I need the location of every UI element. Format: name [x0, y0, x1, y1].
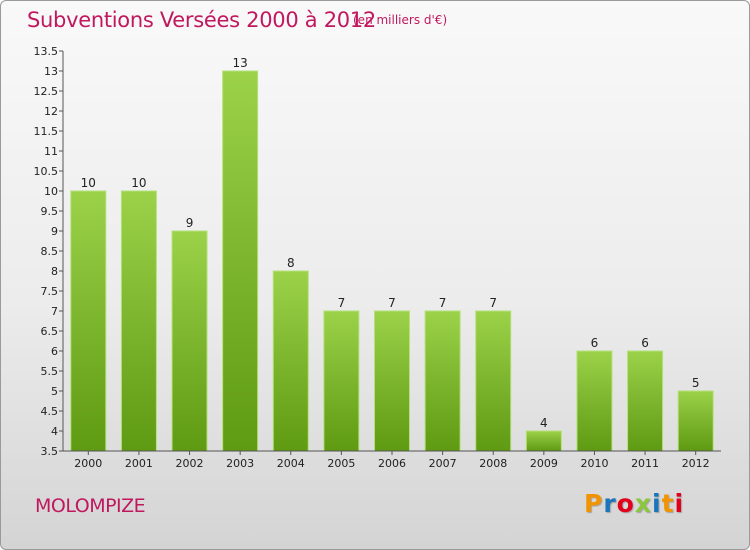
x-tick-label-2009: 2009 [530, 457, 558, 470]
y-tick-label: 7.5 [41, 285, 59, 298]
value-label-2010: 6 [591, 336, 599, 350]
chart-unit-label: (en milliers d'€) [353, 13, 448, 27]
y-tick-label: 10.5 [34, 165, 59, 178]
logo-letter: x [634, 489, 652, 518]
y-tick-label: 12.5 [34, 85, 59, 98]
value-label-2004: 8 [287, 256, 295, 270]
axes-group: 3.5 4 4.5 5 5.5 6 6.5 7 7.5 8 8.5 9 9.5 10 10.5 11 11.5 1… [34, 45, 721, 470]
y-tick-label: 7 [51, 305, 58, 318]
x-tick-label-2006: 2006 [378, 457, 406, 470]
x-tick-label-2004: 2004 [277, 457, 305, 470]
bar-2001[interactable] [120, 190, 157, 452]
y-tick-label: 4 [51, 425, 58, 438]
bar-2004[interactable] [272, 270, 309, 452]
bar-2012[interactable] [677, 390, 714, 452]
value-label-2007: 7 [439, 296, 447, 310]
value-label-2009: 4 [540, 416, 548, 430]
logo-letter: i [674, 489, 685, 518]
bar-2000[interactable] [70, 190, 107, 452]
y-tick-label: 11 [44, 145, 58, 158]
x-tick-label-2008: 2008 [479, 457, 507, 470]
value-label-2005: 7 [338, 296, 346, 310]
y-tick-label: 8.5 [41, 245, 59, 258]
bar-2005[interactable] [323, 310, 360, 452]
logo-letter: i [652, 489, 662, 518]
x-tick-label-2000: 2000 [74, 457, 102, 470]
x-tick-label-2011: 2011 [631, 457, 659, 470]
y-tick-label: 8 [51, 265, 58, 278]
x-tick-label-2012: 2012 [682, 457, 710, 470]
x-tick-label-2001: 2001 [125, 457, 153, 470]
bar-2011[interactable] [627, 350, 664, 452]
y-tick-label: 6.5 [41, 325, 59, 338]
value-label-2000: 10 [81, 176, 96, 190]
y-tick-label: 6 [51, 345, 58, 358]
bar-2007[interactable] [424, 310, 461, 452]
logo-letter: t [661, 489, 675, 518]
bars-group: 10 10 9 13 8 7 7 7 7 4 6 6 5 [70, 56, 714, 452]
value-label-2012: 5 [692, 376, 700, 390]
value-label-2011: 6 [641, 336, 649, 350]
y-tick-label: 11.5 [34, 125, 59, 138]
y-tick-label: 13 [44, 65, 58, 78]
bar-2003[interactable] [222, 70, 259, 452]
x-tick-label-2002: 2002 [176, 457, 204, 470]
value-label-2008: 7 [489, 296, 497, 310]
y-tick-label: 13.5 [34, 45, 59, 58]
logo-letter: P [584, 489, 604, 518]
bar-2010[interactable] [576, 350, 613, 452]
value-label-2006: 7 [388, 296, 396, 310]
x-tick-label-2007: 2007 [429, 457, 457, 470]
x-tick-label-2003: 2003 [226, 457, 254, 470]
y-tick-label: 9.5 [41, 205, 59, 218]
y-tick-label: 9 [51, 225, 58, 238]
y-tick-label: 5.5 [41, 365, 59, 378]
logo-letter: o [616, 489, 635, 518]
bar-2008[interactable] [475, 310, 512, 452]
y-tick-label: 12 [44, 105, 58, 118]
y-tick-label: 4.5 [41, 405, 59, 418]
value-label-2001: 10 [131, 176, 146, 190]
bar-2009[interactable] [525, 430, 562, 452]
x-tick-label-2010: 2010 [580, 457, 608, 470]
y-tick-label: 10 [44, 185, 58, 198]
y-tick-label: 3.5 [41, 445, 59, 458]
y-tick-label: 5 [51, 385, 58, 398]
commune-name: MOLOMPIZE [35, 495, 146, 517]
value-label-2003: 13 [233, 56, 248, 70]
chart-title: Subventions Versées 2000 à 2012 [27, 8, 376, 32]
proxiti-logo[interactable]: Proxiti [584, 489, 684, 518]
x-tick-label-2005: 2005 [327, 457, 355, 470]
logo-letter: r [603, 489, 617, 518]
value-label-2002: 9 [186, 216, 194, 230]
bar-2006[interactable] [374, 310, 410, 452]
bar-2002[interactable] [171, 230, 208, 452]
